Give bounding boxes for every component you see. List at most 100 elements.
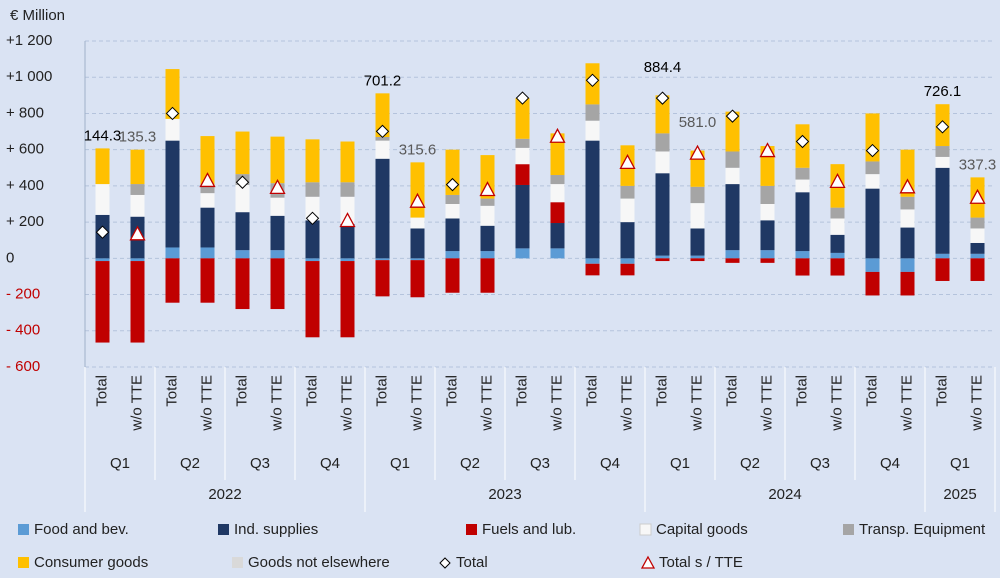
value-label: 135.3 — [119, 129, 157, 146]
y-tick-label: + 800 — [6, 104, 44, 121]
year-label: 2024 — [768, 486, 801, 503]
total-tte-marker — [269, 178, 286, 194]
bar-segment — [340, 182, 355, 197]
bar-segment — [970, 253, 985, 259]
bar-segment — [270, 136, 285, 184]
bar-segment — [340, 261, 355, 338]
bar-segment — [690, 203, 705, 229]
bar-segment — [130, 261, 145, 343]
x-tick-label: w/o TTE — [898, 375, 915, 432]
x-tick-label: Total — [863, 375, 880, 407]
bar-segment — [165, 118, 180, 141]
total-tte-marker — [759, 142, 776, 158]
x-tick-label: Total — [443, 375, 460, 407]
bar-segment — [375, 158, 390, 259]
bar-segment — [935, 258, 950, 281]
bar-segment — [795, 179, 810, 193]
bar-segment — [270, 258, 285, 310]
bar-segment — [935, 146, 950, 157]
total-tte-marker — [829, 172, 846, 189]
bar-segment — [620, 198, 635, 223]
bar-segment — [725, 167, 740, 185]
value-label: 315.6 — [399, 141, 437, 158]
bar-segment — [935, 156, 950, 168]
bar-segment — [95, 184, 110, 215]
total-marker — [305, 211, 320, 226]
quarter-label: Q1 — [670, 455, 690, 472]
legend-label: Goods not elsewhere — [248, 554, 390, 571]
bar-segment — [130, 184, 145, 195]
bar-segment — [760, 185, 775, 204]
x-tick-label: Total — [723, 375, 740, 407]
bar-segment — [235, 131, 250, 175]
x-tick-label: w/o TTE — [198, 375, 215, 432]
bar-segment — [620, 263, 635, 276]
bar-segment — [445, 218, 460, 252]
total-marker — [165, 106, 180, 121]
bar-segment — [550, 223, 565, 249]
bar-segment — [375, 140, 390, 159]
bar-segment — [970, 258, 985, 281]
bar-segment — [340, 141, 355, 183]
legend-label: Total — [456, 554, 488, 571]
bar-segment — [305, 182, 320, 197]
total-tte-marker — [409, 192, 426, 208]
bar-segment — [795, 192, 810, 252]
total-marker — [95, 225, 110, 239]
bar-segment — [375, 93, 390, 137]
bar-segment — [165, 247, 180, 259]
bar-segment — [725, 184, 740, 251]
bar-segment — [445, 251, 460, 259]
bar-segment — [865, 161, 880, 175]
year-label: 2022 — [208, 486, 241, 503]
bar-segment — [550, 175, 565, 185]
bar-segment — [270, 215, 285, 251]
bar-segment — [970, 242, 985, 254]
bar-segment — [95, 148, 110, 185]
legend-label: Transp. Equipment — [859, 521, 986, 538]
legend-swatch — [466, 524, 477, 535]
bar-segment — [270, 197, 285, 216]
bar-segment — [375, 260, 390, 297]
quarter-label: Q2 — [460, 455, 480, 472]
total-tte-marker — [339, 212, 356, 228]
bar-segment — [865, 174, 880, 189]
legend-label: Fuels and lub. — [482, 521, 576, 538]
bar-segment — [655, 258, 670, 262]
total-marker — [725, 109, 740, 123]
x-tick-label: w/o TTE — [688, 375, 705, 432]
bar-segment — [515, 147, 530, 165]
quarter-label: Q3 — [810, 455, 830, 472]
x-tick-label: Total — [303, 375, 320, 407]
quarter-label: Q4 — [320, 455, 340, 472]
bar-segment — [480, 251, 495, 259]
x-tick-label: w/o TTE — [478, 375, 495, 432]
bar-segment — [410, 258, 425, 261]
bar-segment — [760, 258, 775, 263]
legend-label: Ind. supplies — [234, 521, 318, 538]
x-tick-label: Total — [793, 375, 810, 407]
bar-segment — [900, 258, 915, 272]
bar-segment — [305, 220, 320, 259]
bar-segment — [95, 261, 110, 343]
y-tick-label: +1 200 — [6, 32, 52, 49]
x-tick-label: w/o TTE — [128, 375, 145, 432]
total-marker — [865, 143, 880, 158]
bar-segment — [550, 248, 565, 259]
bar-segment — [795, 251, 810, 259]
y-tick-label: + 200 — [6, 213, 44, 230]
x-tick-label: w/o TTE — [338, 375, 355, 432]
bar-segment — [515, 184, 530, 249]
bar-segment — [655, 255, 670, 259]
total-tte-marker — [689, 144, 706, 160]
legend-label: Food and bev. — [34, 521, 129, 538]
value-label: 726.1 — [924, 83, 962, 100]
bar-segment — [970, 217, 985, 229]
bar-segment — [235, 184, 250, 213]
total-marker — [585, 73, 600, 88]
x-tick-label: w/o TTE — [758, 375, 775, 432]
bar-segment — [375, 258, 390, 261]
y-axis-label: € Million — [10, 7, 65, 24]
bar-segment — [795, 258, 810, 276]
